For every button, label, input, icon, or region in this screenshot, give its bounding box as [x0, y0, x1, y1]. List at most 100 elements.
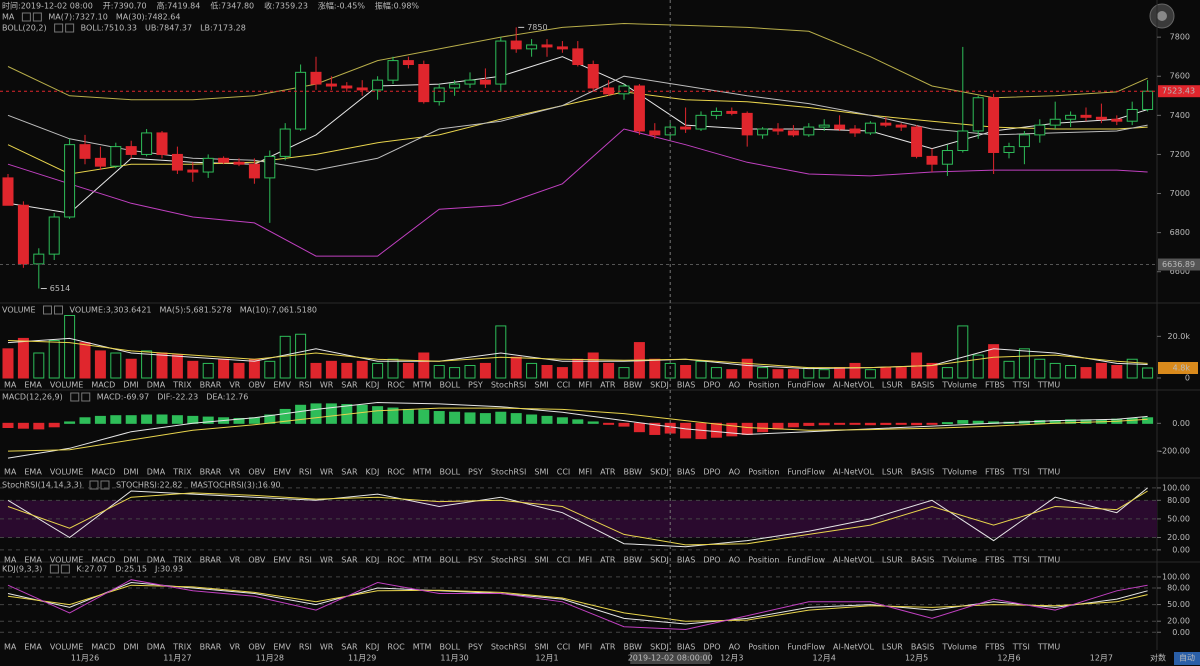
indicator-tab[interactable]: Position	[748, 468, 779, 477]
indicator-tab[interactable]: MACD	[91, 643, 115, 652]
indicator-tab[interactable]: TTMU	[1037, 381, 1061, 390]
indicator-tab[interactable]: FundFlow	[787, 643, 825, 652]
indicator-tab[interactable]: Position	[748, 381, 779, 390]
indicator-tab[interactable]: VR	[229, 643, 240, 652]
indicator-tab[interactable]: CCI	[557, 556, 571, 565]
settings-button[interactable]	[49, 564, 59, 574]
indicator-tab[interactable]: OBV	[248, 468, 266, 477]
indicator-tab[interactable]: FTBS	[985, 643, 1005, 652]
indicator-tab[interactable]: AO	[729, 468, 741, 477]
indicator-tab[interactable]: TRIX	[172, 381, 192, 390]
indicator-tab[interactable]: RSI	[299, 556, 312, 565]
indicator-tab[interactable]: DMI	[123, 556, 138, 565]
indicator-tab[interactable]: TTMU	[1037, 643, 1061, 652]
indicator-tab[interactable]: DPO	[703, 643, 720, 652]
indicator-tab[interactable]: MFI	[578, 381, 592, 390]
indicator-tab[interactable]: KDJ	[366, 556, 380, 565]
indicator-tab[interactable]: MA	[4, 643, 17, 652]
indicator-tab[interactable]: BBW	[623, 643, 642, 652]
indicator-tab[interactable]: SKDJ	[650, 643, 669, 652]
indicator-tab[interactable]: CCI	[557, 468, 571, 477]
indicator-tab[interactable]: WR	[320, 643, 334, 652]
indicator-tab[interactable]: EMA	[24, 556, 42, 565]
indicator-tab[interactable]: DPO	[703, 468, 720, 477]
indicator-tab[interactable]: DMA	[147, 381, 166, 390]
indicator-tab[interactable]: StochRSI	[491, 381, 527, 390]
indicator-tab[interactable]: BASIS	[911, 643, 934, 652]
indicator-tab[interactable]: StochRSI	[491, 468, 527, 477]
indicator-tab[interactable]: MFI	[578, 643, 592, 652]
indicator-tab[interactable]: StochRSI	[491, 643, 527, 652]
indicator-tab[interactable]: AI-NetVOL	[833, 556, 874, 565]
settings-button[interactable]	[43, 305, 52, 315]
indicator-tab[interactable]: PSY	[468, 468, 483, 477]
indicator-tab[interactable]: WR	[320, 381, 334, 390]
indicator-tab[interactable]: BASIS	[911, 468, 934, 477]
indicator-tab[interactable]: SMI	[534, 468, 548, 477]
indicator-tab[interactable]: CCI	[557, 643, 571, 652]
scale-button[interactable]: 自动	[1179, 653, 1195, 663]
close-button[interactable]	[65, 23, 75, 33]
indicator-tab[interactable]: DMA	[147, 556, 166, 565]
indicator-tab[interactable]: ROC	[387, 643, 405, 652]
indicator-tab[interactable]: SKDJ	[650, 381, 669, 390]
indicator-tab[interactable]: SKDJ	[650, 556, 669, 565]
close-button[interactable]	[32, 12, 42, 22]
indicator-tab[interactable]: MACD	[91, 468, 115, 477]
indicator-tab[interactable]: OBV	[248, 381, 266, 390]
indicator-tab[interactable]: FTBS	[985, 381, 1005, 390]
indicator-tab[interactable]: WR	[320, 556, 334, 565]
indicator-tab[interactable]: ROC	[387, 468, 405, 477]
indicator-tab[interactable]: BBW	[623, 381, 642, 390]
indicator-tab[interactable]: FundFlow	[787, 381, 825, 390]
indicator-tab[interactable]: PSY	[468, 643, 483, 652]
indicator-tab[interactable]: BRAR	[200, 381, 222, 390]
indicator-tab[interactable]: BOLL	[439, 468, 460, 477]
indicator-tab[interactable]: TTMU	[1037, 556, 1061, 565]
settings-button[interactable]	[89, 480, 99, 490]
indicator-tab[interactable]: EMA	[24, 643, 42, 652]
indicator-tab[interactable]: MTM	[413, 381, 432, 390]
indicator-tab[interactable]: DPO	[703, 556, 720, 565]
indicator-tab[interactable]: AO	[729, 643, 741, 652]
indicator-tab[interactable]: ATR	[600, 643, 616, 652]
indicator-tab[interactable]: MA	[4, 381, 17, 390]
indicator-tab[interactable]: Position	[748, 643, 779, 652]
indicator-tab[interactable]: BBW	[623, 468, 642, 477]
indicator-tab[interactable]: VR	[229, 556, 240, 565]
indicator-tab[interactable]: ATR	[600, 468, 616, 477]
indicator-tab[interactable]: VOLUME	[50, 381, 84, 390]
indicator-tab[interactable]: StochRSI	[491, 556, 527, 565]
indicator-tab[interactable]: RSI	[299, 643, 312, 652]
indicator-tab[interactable]: BRAR	[200, 556, 222, 565]
settings-button[interactable]	[54, 23, 64, 33]
indicator-tab[interactable]: MFI	[578, 468, 592, 477]
indicator-tab[interactable]: LSUR	[882, 468, 903, 477]
indicator-tab[interactable]: SMI	[534, 643, 548, 652]
indicator-tab[interactable]: BASIS	[911, 556, 934, 565]
indicator-tab[interactable]: TRIX	[172, 643, 192, 652]
settings-button[interactable]	[70, 392, 80, 402]
indicator-tab[interactable]: BRAR	[200, 468, 222, 477]
indicator-tab[interactable]: DMI	[123, 468, 138, 477]
indicator-tab[interactable]: ATR	[600, 381, 616, 390]
indicator-tab[interactable]: AI-NetVOL	[833, 468, 874, 477]
indicator-tab[interactable]: AI-NetVOL	[833, 643, 874, 652]
indicator-tab[interactable]: ATR	[600, 556, 616, 565]
indicator-tab[interactable]: FTBS	[985, 556, 1005, 565]
indicator-tab[interactable]: MTM	[413, 468, 432, 477]
close-button[interactable]	[60, 564, 70, 574]
indicator-tab[interactable]: TTMU	[1037, 468, 1061, 477]
indicator-tab[interactable]: EMV	[273, 468, 291, 477]
indicator-tab[interactable]: PSY	[468, 556, 483, 565]
indicator-tab[interactable]: DMI	[123, 381, 138, 390]
indicator-tab[interactable]: TTSI	[1012, 381, 1030, 390]
indicator-tab[interactable]: BIAS	[677, 468, 695, 477]
indicator-tab[interactable]: LSUR	[882, 643, 903, 652]
indicator-tab[interactable]: MA	[4, 556, 17, 565]
indicator-tab[interactable]: EMV	[273, 556, 291, 565]
indicator-tab[interactable]: SAR	[341, 381, 358, 390]
indicator-tab[interactable]: VOLUME	[50, 468, 84, 477]
indicator-tab[interactable]: OBV	[248, 556, 266, 565]
indicator-tab[interactable]: DMA	[147, 468, 166, 477]
